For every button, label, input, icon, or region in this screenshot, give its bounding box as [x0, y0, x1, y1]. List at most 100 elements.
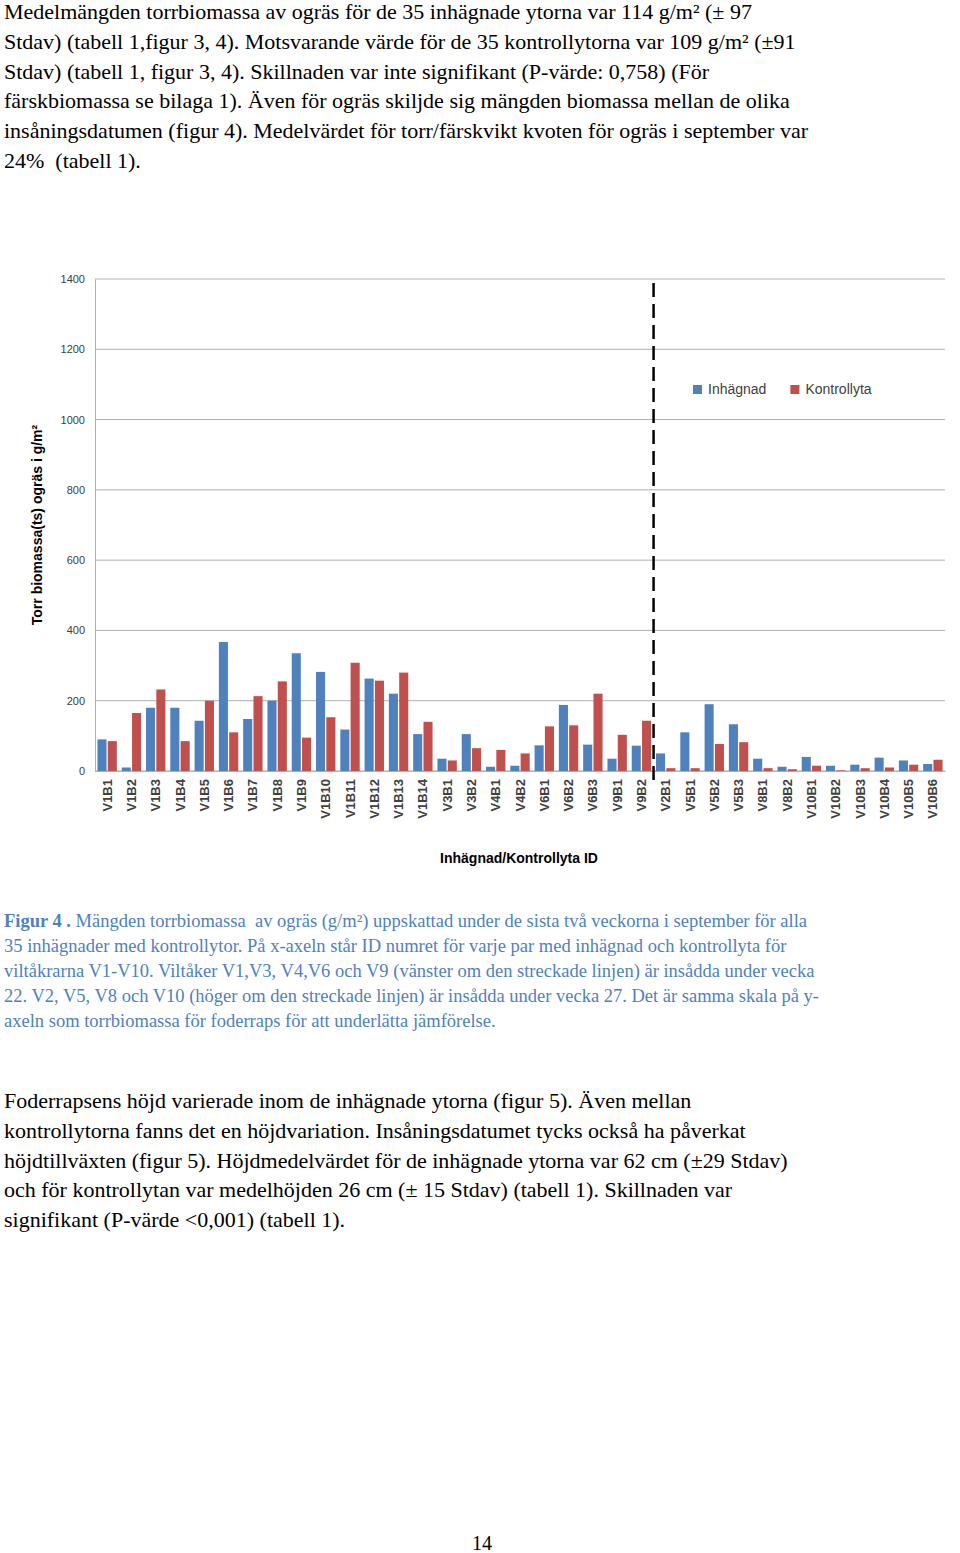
x-tick-label: V1B1: [100, 779, 115, 812]
bar: [836, 770, 845, 771]
grid-line: [95, 630, 945, 631]
bar: [351, 663, 360, 771]
caption-text: 35 inhägnader med kontrollytor. På x-axe…: [4, 936, 786, 956]
bar-series: [97, 642, 932, 771]
x-tick-label: V4B1: [488, 779, 503, 812]
y-tick: 400: [67, 624, 95, 636]
x-tick: V10B3: [853, 771, 868, 819]
bar: [472, 748, 481, 771]
bar: [156, 689, 165, 771]
x-tick-label: V1B6: [221, 779, 236, 812]
bar: [826, 766, 835, 771]
bar: [535, 745, 544, 771]
bar: [875, 758, 884, 771]
x-tick-label: V1B10: [318, 779, 333, 819]
bar: [496, 750, 505, 771]
x-tick: V5B1: [683, 771, 698, 812]
bar: [146, 708, 155, 771]
x-tick: V6B1: [537, 771, 552, 812]
bar: [389, 694, 398, 771]
bar: [229, 732, 238, 771]
bar: [802, 757, 811, 771]
x-tick-label: V5B2: [707, 779, 722, 812]
x-tick: V10B2: [828, 771, 843, 819]
bar: [923, 764, 932, 771]
x-tick: V9B2: [634, 771, 649, 812]
x-tick-label: V10B5: [901, 779, 916, 819]
x-tick-label: V10B2: [828, 779, 843, 819]
x-tick: V6B2: [561, 771, 576, 812]
paragraph-line: Stdav) (tabell 1,figur 3, 4). Motsvarand…: [4, 29, 796, 54]
y-tick-label: 200: [67, 695, 85, 707]
bar: [656, 753, 665, 771]
x-tick-label: V1B2: [124, 779, 139, 812]
bar: [705, 704, 714, 771]
x-tick: V1B9: [294, 771, 309, 812]
x-tick: V1B3: [148, 771, 163, 812]
chart: 0200400600800100012001400V1B1V1B2V1B3V1B…: [29, 273, 946, 866]
x-tick: V9B1: [610, 771, 625, 812]
x-tick-label: V3B2: [464, 779, 479, 812]
y-tick: 800: [67, 484, 95, 496]
y-tick-label: 1400: [61, 273, 85, 285]
x-tick-label: V8B1: [755, 779, 770, 812]
x-tick-label: V5B3: [731, 779, 746, 812]
x-tick: V10B5: [901, 771, 916, 819]
bar: [861, 768, 870, 771]
bar: [850, 765, 859, 771]
x-tick-label: V1B11: [343, 779, 358, 818]
legend: InhägnadKontrollyta: [693, 381, 872, 397]
x-tick-label: V1B14: [415, 778, 430, 819]
x-tick-label: V10B3: [853, 779, 868, 819]
bar: [583, 745, 592, 771]
x-tick: V3B2: [464, 771, 479, 812]
bar: [632, 746, 641, 771]
caption-line: 35 inhägnader med kontrollytor. På x-axe…: [4, 936, 786, 956]
bar-series: [108, 663, 943, 771]
paragraph-line: färskbiomassa se bilaga 1). Även för ogr…: [4, 88, 790, 113]
grid-line: [95, 489, 945, 490]
x-tick: V1B7: [245, 771, 260, 812]
bar: [642, 721, 651, 771]
x-tick-label: V8B2: [780, 779, 795, 812]
legend-label: Kontrollyta: [805, 381, 871, 397]
bar: [292, 653, 301, 771]
bar: [777, 767, 786, 771]
x-tick: V10B4: [877, 771, 892, 819]
y-tick: 1000: [61, 414, 95, 426]
bar: [486, 767, 495, 771]
bar: [521, 753, 530, 771]
x-tick: V4B2: [513, 771, 528, 812]
x-tick: V4B1: [488, 771, 503, 812]
x-tick-label: V4B2: [513, 779, 528, 812]
bar: [205, 701, 214, 771]
x-tick-label: V10B4: [877, 778, 892, 819]
y-axis-line: [95, 280, 96, 772]
x-tick: V8B1: [755, 771, 770, 812]
bar: [715, 744, 724, 771]
bar: [399, 673, 408, 771]
bar: [316, 672, 325, 771]
bar: [132, 713, 141, 771]
bar: [219, 642, 228, 771]
x-tick-label: V1B12: [367, 779, 382, 819]
x-tick-label: V1B9: [294, 779, 309, 812]
x-tick: V1B14: [415, 771, 430, 819]
bar: [812, 766, 821, 771]
x-tick-label: V6B2: [561, 779, 576, 812]
bar: [365, 679, 374, 771]
paragraph-line: höjdtillväxten (figur 5). Höjdmedelvärde…: [4, 1148, 788, 1173]
bar: [326, 717, 335, 771]
x-tick: V2B1: [658, 771, 673, 812]
x-tick: V10B6: [925, 771, 940, 819]
paragraph-line: insåningsdatumen (figur 4). Medelvärdet …: [4, 118, 809, 143]
page: Medelmängden torrbiomassa av ogräs för d…: [0, 0, 960, 1553]
x-axis-line: [96, 771, 946, 772]
y-tick-label: 1000: [61, 414, 85, 426]
bar: [788, 769, 797, 771]
page-number: 14: [472, 1532, 492, 1553]
y-tick: 1400: [61, 273, 95, 285]
bar: [545, 726, 554, 771]
x-tick-label: V9B1: [610, 779, 625, 812]
bar: [423, 722, 432, 771]
